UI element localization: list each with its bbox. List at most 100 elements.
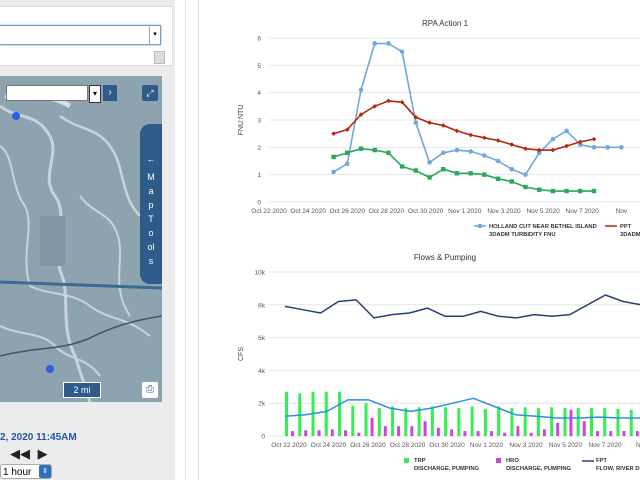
x-tick-label: Oct 22 2020	[251, 208, 287, 215]
bar-hro	[542, 429, 546, 436]
play-icon[interactable]: ▶	[37, 446, 48, 461]
bar-hro	[595, 431, 599, 436]
left-panel: ▾ ▾ › ⤢ ← Map Tools 2 mi ⎙	[0, 0, 175, 480]
data-point	[331, 169, 336, 175]
data-point	[345, 161, 350, 167]
bar-hro	[383, 426, 387, 436]
data-point	[482, 172, 487, 177]
data-point	[509, 142, 515, 147]
bar-hro	[529, 432, 533, 436]
bar-hro	[635, 431, 639, 436]
y-tick-label: 10k	[255, 270, 266, 277]
station-marker[interactable]	[12, 112, 20, 120]
series-line	[333, 147, 594, 192]
data-point	[345, 150, 350, 155]
data-point	[523, 146, 528, 151]
data-point	[454, 171, 460, 176]
data-point	[399, 164, 405, 169]
data-point	[413, 120, 419, 126]
bar-trp	[589, 408, 593, 436]
data-point	[441, 167, 446, 172]
data-point	[372, 41, 378, 46]
data-point	[550, 188, 556, 194]
document-icon[interactable]	[154, 51, 165, 64]
y-axis-label: CFS	[238, 347, 245, 361]
y-tick-label: 2k	[258, 401, 266, 408]
interval-select[interactable]: 1 hour ⇕	[0, 464, 52, 479]
x-tick-label: Nov 7 2020	[566, 208, 600, 215]
data-point	[509, 166, 515, 172]
data-point	[605, 145, 611, 150]
data-point	[509, 179, 514, 184]
chevron-down-icon[interactable]: ▾	[149, 26, 160, 44]
bar-trp	[404, 408, 408, 436]
data-point	[427, 160, 432, 165]
x-tick-label: Nov 5 2020	[549, 442, 583, 449]
data-point	[372, 104, 378, 109]
bar-hro	[450, 429, 454, 436]
print-icon[interactable]: ⎙	[142, 382, 158, 398]
data-point	[564, 128, 569, 134]
y-tick-label: 2	[257, 145, 261, 152]
data-point	[495, 158, 501, 164]
go-arrow-button[interactable]: ›	[103, 85, 117, 101]
map-canvas[interactable]	[0, 76, 162, 402]
bar-trp	[391, 406, 395, 436]
data-point	[399, 49, 405, 54]
data-point	[345, 127, 350, 132]
map-tools-tab[interactable]: ← Map Tools	[140, 124, 162, 284]
data-point	[578, 188, 583, 194]
bar-trp	[616, 408, 620, 436]
data-point	[550, 136, 556, 142]
y-tick-label: 8k	[258, 302, 266, 309]
station-panel: ▾	[0, 6, 173, 66]
chevron-down-icon[interactable]: ▾	[89, 85, 101, 103]
legend-item: PPT 3DADM	[620, 224, 640, 238]
x-tick-label: Oct 24 2020	[290, 208, 326, 215]
data-point	[386, 150, 391, 155]
rewind-icon[interactable]: ◀◀	[10, 446, 30, 461]
bar-trp	[470, 406, 474, 436]
bar-trp	[510, 408, 514, 436]
data-point	[523, 184, 528, 190]
bar-trp	[483, 408, 487, 436]
x-tick-label: Nov 1 2020	[470, 442, 504, 449]
data-point	[331, 154, 336, 160]
data-point	[454, 128, 460, 134]
chart-legend: HOLLAND CUT NEAR BETHEL ISLAND 3DADM TURB…	[474, 223, 640, 238]
bar-hro	[476, 431, 480, 436]
data-point	[536, 147, 542, 153]
y-tick-label: 6k	[258, 335, 266, 342]
series-line	[284, 294, 640, 319]
x-tick-label: Oct 28 2020	[390, 442, 426, 449]
data-point	[619, 145, 624, 150]
data-point	[358, 87, 364, 93]
interval-select-value: 1 hour	[3, 467, 32, 478]
legend-swatch	[477, 223, 483, 229]
data-point	[372, 147, 377, 153]
data-point	[454, 147, 460, 153]
bar-trp	[417, 407, 421, 436]
station-marker[interactable]	[46, 365, 54, 373]
bar-trp	[629, 409, 633, 436]
x-tick-label: Oct 28 2020	[369, 208, 405, 215]
station-select[interactable]: ▾	[0, 25, 161, 45]
map-panel[interactable]: ▾ › ⤢ ← Map Tools 2 mi ⎙	[0, 76, 162, 402]
expand-icon[interactable]: ⤢	[142, 85, 158, 101]
x-tick-label: Oct 26 2020	[330, 208, 366, 215]
x-tick-label: Nov 1 2020	[448, 208, 482, 215]
bar-hro	[503, 432, 507, 436]
bar-hro	[397, 426, 401, 436]
data-point	[386, 41, 391, 46]
data-point	[550, 147, 556, 153]
flows-pumping-chart: Flows & Pumping CFS 0 2k 4k 6k 8k 10k Oct 22 202…	[238, 253, 640, 472]
bar-trp	[364, 403, 368, 436]
map-layer-select[interactable]	[6, 85, 88, 101]
data-point	[495, 176, 501, 181]
data-point	[591, 145, 597, 150]
bar-hro	[330, 429, 334, 436]
series-line	[333, 42, 622, 176]
bar-trp	[444, 407, 448, 436]
chevron-down-icon[interactable]: ⇕	[39, 465, 51, 478]
